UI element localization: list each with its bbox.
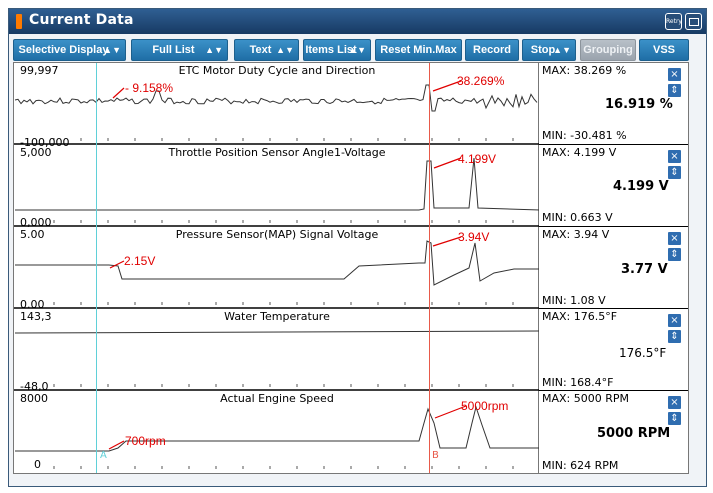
stat-max: MAX: 176.5°F <box>542 310 618 323</box>
vss-button[interactable]: VSS <box>639 39 689 61</box>
text-label: Text <box>249 44 272 56</box>
engine-speed-trace <box>15 405 540 452</box>
cursor-a-annotation: 2.15V <box>124 254 156 268</box>
panel-ymin: 0,000 <box>20 216 52 229</box>
annotation-arrow <box>112 87 125 99</box>
grouping-button: Grouping <box>580 39 636 61</box>
stats-divider <box>539 226 688 227</box>
toolbar: Selective Display ▲▼ Full List ▲▼ Text ▲▼ I… <box>9 39 706 65</box>
chevron-updown-icon: ▲▼ <box>205 45 223 55</box>
current-value: 176.5°F <box>619 346 667 360</box>
expand-icon[interactable]: ⇕ <box>668 166 681 179</box>
full-list-label: Full List <box>152 44 195 56</box>
close-icon[interactable]: × <box>668 232 681 245</box>
cursor-b-line[interactable] <box>429 63 430 473</box>
annotation-arrow <box>432 80 462 92</box>
panel-ymax: 143,3 <box>20 310 52 323</box>
annotation-arrow <box>109 260 125 269</box>
stats-panel: MAX: 38.269 % 16.919 % MIN: -30.481 % × … <box>539 62 689 474</box>
current-value: 4.199 V <box>613 179 669 194</box>
text-button[interactable]: Text ▲▼ <box>234 39 299 61</box>
panel-ymax: 5,000 <box>20 146 52 159</box>
panel-ymax: 8000 <box>20 392 48 405</box>
panel-ymin: -100,000 <box>20 136 70 149</box>
current-value: 5000 RPM <box>597 426 671 441</box>
panel-ymin: -48,0 <box>20 380 49 393</box>
close-icon[interactable]: × <box>668 68 681 81</box>
graph-area: 99,997 -100,000 ETC Motor Duty Cycle and… <box>13 62 540 474</box>
panel-ymin: 0.00 <box>20 298 45 311</box>
expand-icon[interactable]: ⇕ <box>668 248 681 261</box>
cursor-b-annotation: 38.269% <box>457 74 505 88</box>
stat-max: MAX: 3.94 V <box>542 228 610 241</box>
graph-canvas <box>14 80 540 469</box>
stat-min: MIN: 168.4°F <box>542 376 614 389</box>
stat-max: MAX: 5000 RPM <box>542 392 630 405</box>
cursor-a-line[interactable] <box>96 63 97 473</box>
record-button[interactable]: Record <box>465 39 519 61</box>
cursor-a-label: A <box>100 450 107 461</box>
current-value: 16.919 % <box>605 97 673 112</box>
cursor-a-annotation: - 9.158% <box>125 81 174 95</box>
annotation-arrow <box>434 405 467 419</box>
reset-min-max-button[interactable]: Reset Min.Max <box>375 39 462 61</box>
chevron-updown-icon: ▲▼ <box>348 45 366 55</box>
close-icon[interactable]: × <box>668 314 681 327</box>
title-marker-icon <box>16 14 22 29</box>
expand-icon[interactable]: ⇕ <box>668 330 681 343</box>
panel-title: Water Temperature <box>224 310 330 323</box>
panel-title: ETC Motor Duty Cycle and Direction <box>178 64 376 77</box>
cursor-b-annotation: 5000rpm <box>461 399 509 413</box>
expand-icon[interactable]: ⇕ <box>668 412 681 425</box>
stop-button[interactable]: Stop ▲▼ <box>522 39 576 61</box>
stat-min: MIN: 1.08 V <box>542 294 606 307</box>
close-icon[interactable]: × <box>668 150 681 163</box>
panel-title: Pressure Sensor(MAP) Signal Voltage <box>175 228 379 241</box>
panel-title: Actual Engine Speed <box>220 392 334 405</box>
stat-max: MAX: 4.199 V <box>542 146 617 159</box>
water-temp-trace <box>14 330 540 334</box>
chevron-updown-icon: ▲▼ <box>553 45 571 55</box>
annotation-arrow <box>432 236 462 247</box>
window-title: Current Data <box>29 12 134 28</box>
cursor-a-annotation: 700rpm <box>125 434 166 448</box>
cursor-b-annotation: 4.199V <box>458 152 497 166</box>
panel-ymin: 0 <box>34 458 41 471</box>
retry-icon[interactable]: Retry <box>665 13 682 30</box>
annotation-arrow <box>108 440 125 450</box>
stats-divider <box>539 308 688 309</box>
expand-icon[interactable]: ⇕ <box>668 84 681 97</box>
close-icon[interactable]: × <box>668 396 681 409</box>
panel-title: Throttle Position Sensor Angle1-Voltage <box>168 146 386 159</box>
items-list-button[interactable]: Items List ▲▼ <box>303 39 371 61</box>
current-value: 3.77 V <box>621 262 668 277</box>
panel-ymax: 5.00 <box>20 228 45 241</box>
title-bar: Current Data Retry <box>9 9 706 34</box>
selective-display-button[interactable]: Selective Display ▲▼ <box>13 39 126 61</box>
full-list-button[interactable]: Full List ▲▼ <box>131 39 228 61</box>
window-toggle-icon[interactable] <box>685 13 702 30</box>
items-list-label: Items List <box>305 44 357 56</box>
chevron-updown-icon: ▲▼ <box>103 45 121 55</box>
etc-duty-trace <box>14 84 538 112</box>
chevron-updown-icon: ▲▼ <box>276 45 294 55</box>
stat-min: MIN: 624 RPM <box>542 459 619 472</box>
stat-min: MIN: 0.663 V <box>542 211 613 224</box>
stat-max: MAX: 38.269 % <box>542 64 627 77</box>
cursor-b-annotation: 3.94V <box>458 230 490 244</box>
throttle-voltage-trace <box>15 157 540 211</box>
selective-display-label: Selective Display <box>18 44 109 56</box>
stats-divider <box>539 144 688 145</box>
panel-ymax: 99,997 <box>20 64 59 77</box>
stop-label: Stop <box>530 44 556 56</box>
stat-min: MIN: -30.481 % <box>542 129 627 142</box>
map-voltage-trace <box>15 240 540 286</box>
stats-divider <box>539 390 688 391</box>
annotation-arrow <box>433 157 462 169</box>
cursor-b-label: B <box>432 450 439 461</box>
